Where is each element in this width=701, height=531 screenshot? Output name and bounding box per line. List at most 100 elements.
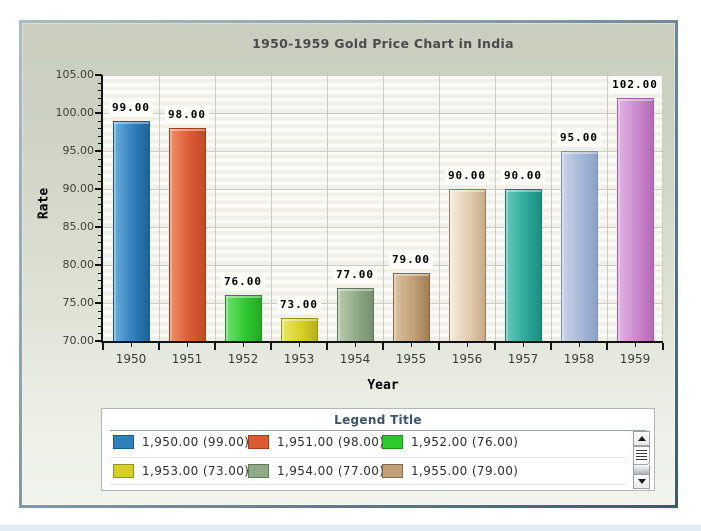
legend-swatch bbox=[113, 435, 134, 449]
legend-entry[interactable]: 1,954.00 (77.00) bbox=[248, 462, 384, 480]
vertical-gridline bbox=[607, 75, 608, 341]
bar-value-label: 99.00 bbox=[108, 100, 154, 115]
y-axis-tick-label: 100.00 bbox=[55, 106, 95, 119]
legend-entry-label: 1,955.00 (79.00) bbox=[411, 464, 519, 478]
y-axis-tick bbox=[98, 181, 102, 183]
y-axis-tick bbox=[98, 249, 102, 251]
bar-value-label: 95.00 bbox=[556, 131, 602, 145]
legend-entry-label: 1,954.00 (77.00) bbox=[277, 464, 385, 478]
legend-swatch bbox=[382, 464, 403, 478]
x-axis-tick-label: 1956 bbox=[451, 352, 483, 366]
y-axis-tick bbox=[98, 128, 102, 130]
scroll-up-button[interactable] bbox=[633, 431, 650, 446]
x-axis-minor-tick bbox=[411, 343, 412, 347]
y-axis-tick bbox=[98, 234, 102, 236]
x-axis-tick bbox=[270, 343, 272, 350]
legend-swatch bbox=[248, 464, 269, 478]
bar-value-label: 77.00 bbox=[332, 267, 378, 282]
y-axis-tick-label: 105.00 bbox=[55, 68, 95, 81]
bar-1951[interactable] bbox=[168, 128, 206, 342]
bar-1950[interactable] bbox=[112, 120, 150, 342]
x-axis-tick bbox=[158, 343, 160, 350]
x-axis-minor-tick bbox=[355, 343, 356, 347]
legend-swatch bbox=[113, 464, 134, 478]
y-axis-tick-label: 85.00 bbox=[62, 220, 95, 233]
x-axis-tick-label: 1952 bbox=[227, 352, 259, 366]
legend-title: Legend Title bbox=[334, 413, 422, 427]
vertical-gridline bbox=[327, 75, 328, 341]
bar-value-label: 98.00 bbox=[164, 108, 210, 123]
legend-swatch bbox=[382, 435, 403, 449]
y-axis-tick-label: 75.00 bbox=[62, 296, 95, 309]
x-axis-minor-tick bbox=[635, 343, 636, 347]
bar-1952[interactable] bbox=[224, 295, 262, 342]
y-axis-tick-label: 95.00 bbox=[62, 144, 95, 157]
y-axis-tick bbox=[98, 143, 102, 145]
legend-row-separator bbox=[110, 484, 626, 485]
y-axis-tick bbox=[98, 173, 102, 175]
bar-1957[interactable] bbox=[504, 189, 542, 342]
legend-entry[interactable]: 1,952.00 (76.00) bbox=[382, 433, 518, 451]
plot-area: 99.00 98.00 76.00 73.00 77.00 79.00 90.00 90.00… bbox=[103, 75, 663, 342]
y-axis-tick bbox=[98, 257, 102, 259]
legend: Legend Title 1,950.00 (99.00) 1,951.00 (9… bbox=[101, 408, 655, 491]
legend-entry[interactable]: 1,955.00 (79.00) bbox=[382, 462, 518, 480]
bar-1959[interactable] bbox=[616, 97, 654, 342]
x-axis-tick bbox=[494, 343, 496, 350]
arrow-down-icon bbox=[637, 479, 646, 484]
vertical-gridline bbox=[495, 75, 496, 341]
vertical-gridline bbox=[271, 75, 272, 341]
bar-1958[interactable] bbox=[560, 151, 598, 342]
x-axis-tick-label: 1954 bbox=[339, 352, 371, 366]
x-axis-minor-tick bbox=[523, 343, 524, 347]
legend-title-separator bbox=[110, 430, 646, 431]
vertical-gridline bbox=[439, 75, 440, 341]
y-axis-tick bbox=[98, 166, 102, 168]
y-axis-tick-label: 90.00 bbox=[62, 182, 95, 195]
y-axis-tick bbox=[98, 97, 102, 99]
y-axis-tick bbox=[95, 340, 102, 342]
x-axis-tick-label: 1951 bbox=[171, 352, 203, 366]
legend-entry[interactable]: 1,951.00 (98.00) bbox=[248, 433, 384, 451]
y-axis-tick bbox=[98, 204, 102, 206]
y-axis-tick bbox=[98, 90, 102, 92]
bar-value-label: 76.00 bbox=[220, 275, 266, 290]
x-axis-tick-label: 1955 bbox=[395, 352, 427, 366]
bar-1953[interactable] bbox=[280, 318, 318, 342]
x-axis-tick-label: 1959 bbox=[619, 352, 651, 366]
arrow-up-icon bbox=[637, 436, 646, 441]
bar-value-label: 102.00 bbox=[609, 77, 661, 92]
bar-1956[interactable] bbox=[448, 189, 486, 342]
y-axis-tick bbox=[98, 82, 102, 84]
bar-1954[interactable] bbox=[336, 287, 374, 342]
bar-value-label: 73.00 bbox=[276, 298, 322, 313]
y-axis-tick bbox=[95, 302, 102, 304]
scroll-thumb[interactable] bbox=[633, 446, 650, 465]
scroll-down-button[interactable] bbox=[633, 474, 650, 489]
y-axis-tick bbox=[95, 112, 102, 114]
y-axis-tick-label: 70.00 bbox=[62, 334, 95, 347]
x-axis-minor-tick bbox=[299, 343, 300, 347]
legend-entry-label: 1,952.00 (76.00) bbox=[411, 435, 519, 449]
vertical-gridline bbox=[159, 75, 160, 341]
legend-scrollbar[interactable] bbox=[633, 431, 650, 489]
legend-entry[interactable]: 1,953.00 (73.00) bbox=[113, 462, 249, 480]
y-axis-tick bbox=[95, 150, 102, 152]
legend-entry[interactable]: 1,950.00 (99.00) bbox=[113, 433, 249, 451]
y-axis-tick bbox=[98, 219, 102, 221]
scroll-track[interactable] bbox=[633, 465, 650, 474]
x-axis-tick bbox=[550, 343, 552, 350]
x-axis-tick bbox=[606, 343, 608, 350]
y-axis-tick bbox=[98, 310, 102, 312]
bar-1955[interactable] bbox=[392, 272, 430, 342]
vertical-gridline bbox=[551, 75, 552, 341]
y-axis-tick bbox=[98, 333, 102, 335]
legend-swatch bbox=[248, 435, 269, 449]
y-axis-tick bbox=[98, 272, 102, 274]
x-axis-minor-tick bbox=[579, 343, 580, 347]
legend-entry-label: 1,950.00 (99.00) bbox=[142, 435, 250, 449]
y-axis-tick bbox=[98, 325, 102, 327]
y-axis-tick bbox=[98, 105, 102, 107]
y-axis-tick bbox=[98, 211, 102, 213]
y-axis-tick bbox=[98, 280, 102, 282]
